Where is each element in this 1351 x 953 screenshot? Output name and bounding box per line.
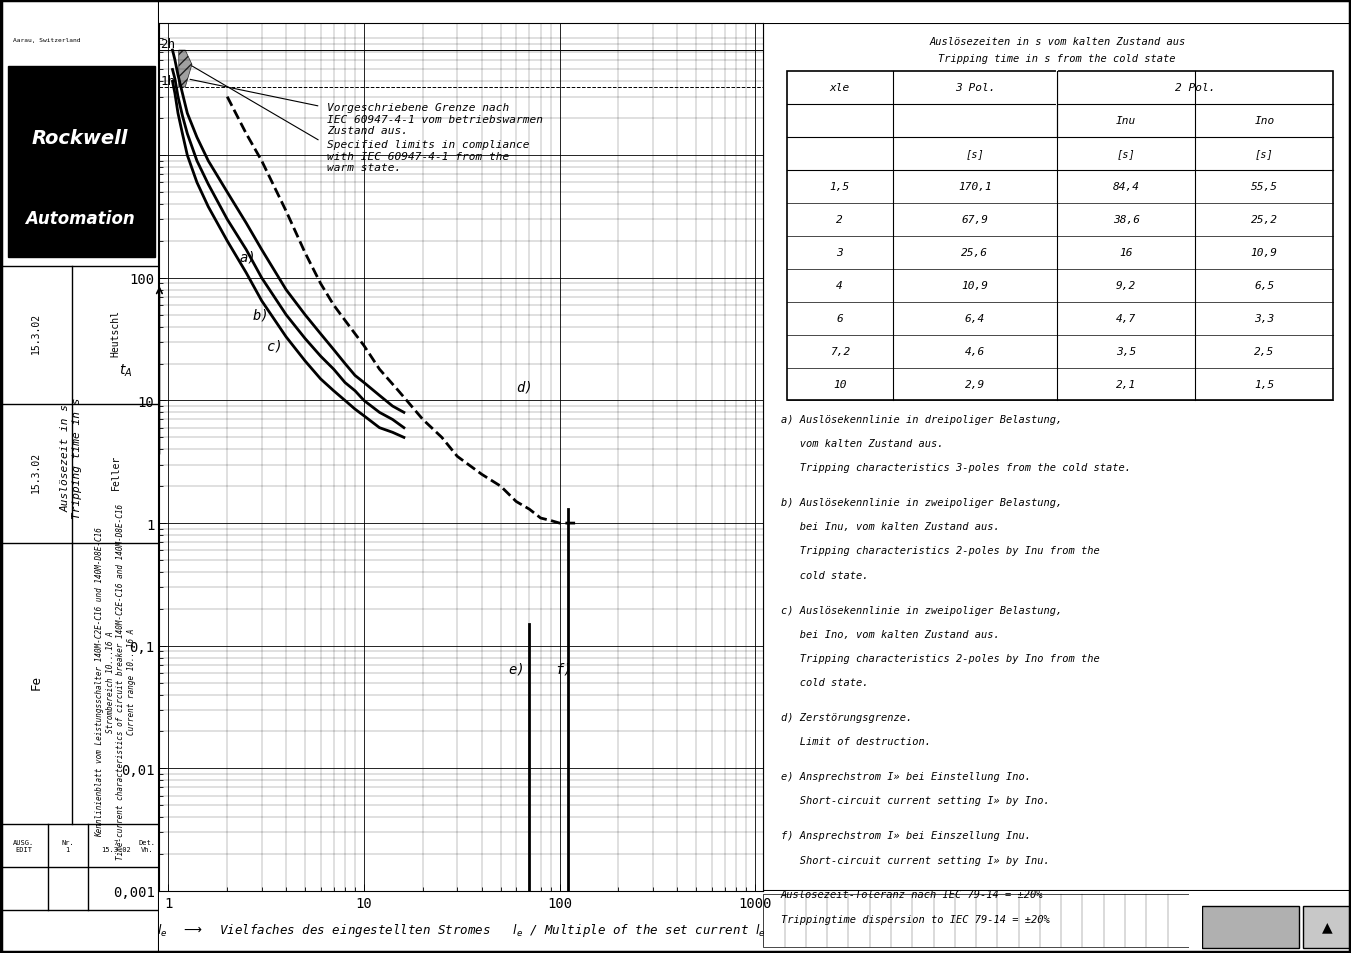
Text: b) Auslösekennlinie in zweipoliger Belastung,: b) Auslösekennlinie in zweipoliger Belas… [781,497,1062,507]
Text: 6,4: 6,4 [965,314,985,324]
Text: Short-circuit current setting I» by Inu.: Short-circuit current setting I» by Inu. [781,855,1050,864]
Text: b): b) [253,309,269,322]
Text: 3: 3 [836,248,843,257]
Text: 15.3.02: 15.3.02 [31,313,41,355]
Text: d): d) [516,380,532,395]
Text: 1h: 1h [161,75,176,88]
Text: 25,6: 25,6 [962,248,989,257]
Text: 4: 4 [836,281,843,291]
Text: 25,2: 25,2 [1251,214,1278,225]
Text: f) Ansprechstrom I» bei Einszellung Inu.: f) Ansprechstrom I» bei Einszellung Inu. [781,830,1031,841]
Text: c): c) [267,339,284,354]
Text: Feller: Feller [111,455,120,489]
Text: Vorgeschriebene Grenze nach
IEC 60947-4-1 vom betriebswarmen
Zustand aus.: Vorgeschriebene Grenze nach IEC 60947-4-… [327,103,543,136]
Text: Tripping characteristics 2-poles by Inu from the: Tripping characteristics 2-poles by Inu … [781,546,1100,556]
Text: Det.
Vh.: Det. Vh. [139,839,155,852]
Text: f): f) [555,662,571,676]
Text: $t_A$: $t_A$ [119,362,132,379]
Text: e): e) [509,662,526,676]
Text: [s]: [s] [1255,149,1274,159]
Text: 2 Pol.: 2 Pol. [1175,83,1216,93]
Text: 3,3: 3,3 [1254,314,1274,324]
Text: [s]: [s] [1117,149,1136,159]
Bar [1202,905,1298,947]
Polygon shape [178,51,192,88]
Text: Tripping characteristics 3-poles from the cold state.: Tripping characteristics 3-poles from th… [781,462,1131,473]
Text: Aarau, Switzerland: Aarau, Switzerland [12,38,80,43]
Bar [786,71,1333,401]
Text: Short-circuit current setting I» by Ino.: Short-circuit current setting I» by Ino. [781,796,1050,805]
Text: [s]: [s] [966,149,985,159]
Text: 6: 6 [836,314,843,324]
Text: 10: 10 [834,379,847,390]
Text: 2,5: 2,5 [1254,347,1274,356]
Text: 7,2: 7,2 [830,347,850,356]
Text: Auslösezeiten in s vom kalten Zustand aus: Auslösezeiten in s vom kalten Zustand au… [929,37,1185,47]
Text: 16: 16 [1120,248,1133,257]
Text: bei Inu, vom kalten Zustand aus.: bei Inu, vom kalten Zustand aus. [781,521,1000,532]
Text: 15.3.02: 15.3.02 [31,451,41,493]
Text: Inu: Inu [1116,116,1136,126]
Text: c) Auslösekennlinie in zweipoliger Belastung,: c) Auslösekennlinie in zweipoliger Belas… [781,605,1062,615]
Text: 84,4: 84,4 [1113,182,1140,192]
Text: cold state.: cold state. [781,678,869,688]
Text: $l_e$  $\longrightarrow$  Vielfaches des eingestellten Stromes   $l_e$ / Multipl: $l_e$ $\longrightarrow$ Vielfaches des e… [157,921,766,938]
Text: Ino: Ino [1254,116,1274,126]
Text: 3 Pol.: 3 Pol. [955,83,996,93]
Text: Rockwell: Rockwell [31,129,128,148]
Text: Trippingtime dispersion to IEC 79-14 = ±20%: Trippingtime dispersion to IEC 79-14 = ±… [781,914,1050,923]
Text: 7
15.3.02: 7 15.3.02 [101,839,131,852]
Text: 1,5: 1,5 [1254,379,1274,390]
Text: 38,6: 38,6 [1113,214,1140,225]
Text: Tripping time in s from the cold state: Tripping time in s from the cold state [939,54,1175,64]
Text: Kennlinienblatt vom Leistungsschalter 140M-C2E-C16 und 140M-D8E-C16
Strombereich: Kennlinienblatt vom Leistungsschalter 14… [96,503,135,860]
Text: 3,5: 3,5 [1116,347,1136,356]
Text: 2,9: 2,9 [965,379,985,390]
Bar [763,894,1189,947]
Text: Specified limits in compliance
with IEC 60947-4-1 from the
warm state.: Specified limits in compliance with IEC … [327,140,530,173]
Text: Nr.
1: Nr. 1 [61,839,74,852]
Text: 9,2: 9,2 [1116,281,1136,291]
Text: d) Zerstörungsgrenze.: d) Zerstörungsgrenze. [781,713,912,722]
Text: Limit of destruction.: Limit of destruction. [781,737,931,747]
Text: e) Ansprechstrom I» bei Einstellung Ino.: e) Ansprechstrom I» bei Einstellung Ino. [781,771,1031,781]
Text: 10,9: 10,9 [962,281,989,291]
Text: vom kalten Zustand aus.: vom kalten Zustand aus. [781,438,943,448]
Text: 6,5: 6,5 [1254,281,1274,291]
Text: 67,9: 67,9 [962,214,989,225]
Text: bei Ino, vom kalten Zustand aus.: bei Ino, vom kalten Zustand aus. [781,629,1000,639]
Text: 10,9: 10,9 [1251,248,1278,257]
Text: a): a) [239,250,255,264]
Text: 2,1: 2,1 [1116,379,1136,390]
Text: a) Auslösekennlinie in dreipoliger Belastung,: a) Auslösekennlinie in dreipoliger Belas… [781,415,1062,424]
Text: Auslösezeit in s
Tripping time in s: Auslösezeit in s Tripping time in s [61,396,82,518]
Bar [1304,905,1351,947]
Text: cold state.: cold state. [781,570,869,580]
Text: Automation: Automation [24,211,135,228]
Text: xle: xle [830,83,850,93]
Text: 55,5: 55,5 [1251,182,1278,192]
Text: 1,5: 1,5 [830,182,850,192]
Text: Heutschl: Heutschl [111,310,120,357]
Text: Tripping characteristics 2-poles by Ino from the: Tripping characteristics 2-poles by Ino … [781,654,1100,663]
Text: Fe: Fe [30,674,42,689]
Text: ▲: ▲ [1321,920,1332,934]
Text: 170,1: 170,1 [958,182,992,192]
Text: 4,7: 4,7 [1116,314,1136,324]
Text: 2h: 2h [161,38,176,51]
Text: 2: 2 [836,214,843,225]
Text: Auslösezeit-Toleranz nach IEC 79-14 = ±20%: Auslösezeit-Toleranz nach IEC 79-14 = ±2… [781,889,1043,900]
Text: AUSG.
EDIT: AUSG. EDIT [14,839,35,852]
Text: 4,6: 4,6 [965,347,985,356]
Bar [8,67,154,257]
